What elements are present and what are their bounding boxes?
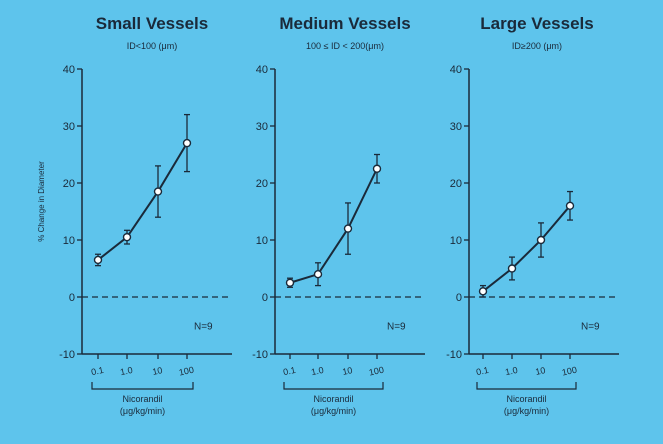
data-point (122, 232, 132, 242)
x-tick-label: 0.1 (475, 365, 489, 377)
y-tick-label: 30 (450, 121, 462, 133)
chart-subtitle: ID≥200 (μm) (512, 41, 562, 51)
y-tick-label: 40 (450, 64, 462, 76)
series-line (482, 205, 571, 293)
y-tick-label: 0 (262, 292, 268, 304)
chart-panel-3: Large Vessels ID≥200 (μm) -10 0 10 20 30 40 0.1 1… (446, 14, 619, 416)
data-point (478, 287, 488, 296)
data-point (93, 255, 103, 265)
data-point (153, 187, 163, 196)
x-tick-label: 1.0 (310, 365, 324, 377)
chart-panel-2: Medium Vessels 100 ≤ ID < 200(μm) -10 0 10 20… (252, 14, 425, 416)
series-line (97, 142, 188, 261)
y-tick-label: -10 (446, 349, 462, 361)
x-tick-label: 10 (534, 365, 546, 377)
chart-panel-1: Small Vessels ID<100 (μm) -10 0 10 20 30 40 0.1 1… (37, 14, 232, 416)
x-tick-label: 0.1 (282, 365, 296, 377)
y-tick-label: 40 (63, 64, 75, 76)
y-tick-label: 10 (256, 235, 268, 247)
x-axis-units: (μg/kg/min) (504, 406, 549, 416)
x-axis-label: Nicorandil (506, 394, 546, 404)
chart-title: Large Vessels (480, 14, 593, 33)
x-tick-label: 10 (151, 365, 163, 377)
sample-size-annotation: N=9 (387, 322, 406, 333)
data-point (285, 278, 295, 287)
chart-subtitle: ID<100 (μm) (127, 41, 177, 51)
y-tick-label: 40 (256, 64, 268, 76)
y-tick-label: 20 (63, 178, 75, 190)
y-tick-label: 10 (450, 235, 462, 247)
y-tick-label: 0 (69, 292, 75, 304)
y-tick-label: 20 (450, 178, 462, 190)
x-axis-units: (μg/kg/min) (311, 406, 356, 416)
data-point (182, 138, 192, 148)
x-axis-label: Nicorandil (313, 394, 353, 404)
data-point (507, 264, 517, 273)
y-tick-label: -10 (252, 349, 268, 361)
data-point (536, 235, 546, 245)
x-axis-bracket (476, 382, 577, 390)
y-tick-label: -10 (59, 349, 75, 361)
x-tick-label: 1.0 (119, 365, 133, 377)
chart-title: Small Vessels (96, 14, 208, 33)
data-point (565, 201, 575, 211)
x-axis-bracket (283, 382, 384, 390)
y-tick-label: 10 (63, 235, 75, 247)
sample-size-annotation: N=9 (581, 322, 600, 333)
chart-title: Medium Vessels (279, 14, 410, 33)
y-tick-label: 20 (256, 178, 268, 190)
x-tick-label: 0.1 (90, 365, 104, 377)
chart-subtitle: 100 ≤ ID < 200(μm) (306, 41, 384, 51)
x-tick-label: 100 (561, 365, 578, 378)
x-axis-bracket (91, 382, 194, 390)
x-tick-label: 100 (178, 365, 195, 378)
x-axis-units: (μg/kg/min) (120, 406, 165, 416)
y-tick-label: 0 (456, 292, 462, 304)
x-axis-label: Nicorandil (122, 394, 162, 404)
y-tick-label: 30 (63, 121, 75, 133)
x-tick-label: 1.0 (504, 365, 518, 377)
sample-size-annotation: N=9 (194, 322, 213, 333)
series-line (289, 168, 378, 284)
x-tick-label: 100 (368, 365, 385, 378)
data-point (343, 224, 353, 233)
data-point (372, 164, 382, 173)
x-tick-label: 10 (341, 365, 353, 377)
y-axis-label: % Change in Diameter (37, 161, 46, 242)
y-tick-label: 30 (256, 121, 268, 133)
data-point (313, 270, 323, 279)
